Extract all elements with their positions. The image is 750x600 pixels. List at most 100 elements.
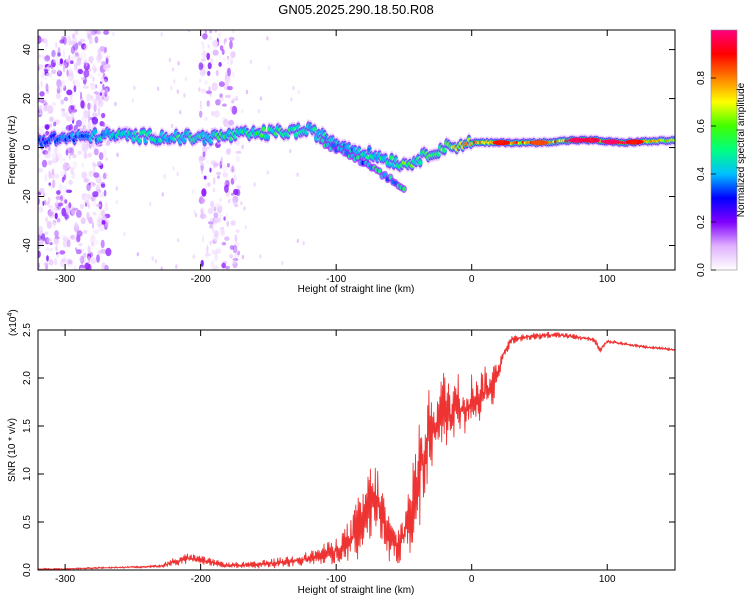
x-tick-label: 100 (599, 574, 616, 585)
noise-blob (86, 211, 90, 221)
ridge-peak (602, 139, 621, 145)
noise-blob (104, 219, 110, 227)
noise-blob (53, 147, 58, 155)
noise-blob (87, 102, 91, 111)
noise-blob (48, 182, 51, 186)
noise-blob (97, 73, 101, 77)
noise-blob (48, 150, 51, 159)
noise-blob (266, 170, 269, 175)
noise-blob (215, 69, 219, 77)
noise-blob (199, 156, 206, 161)
noise-blob (177, 61, 180, 66)
noise-blob (72, 160, 78, 170)
noise-blob (80, 100, 85, 109)
noise-blob (224, 37, 227, 43)
noise-blob (210, 57, 214, 64)
noise-blob (200, 58, 206, 62)
noise-blob (88, 170, 93, 178)
y-tick-label: 20 (22, 93, 33, 105)
noise-blob (56, 153, 62, 159)
ridge-cell (137, 138, 142, 143)
noise-blob (215, 248, 222, 255)
noise-blob (207, 62, 212, 70)
noise-blob (47, 197, 51, 205)
snr-x-ticks: -300 -200 -100 0 100 (55, 330, 616, 585)
noise-blob (228, 119, 235, 126)
spectrogram-marks (38, 30, 675, 270)
ridge-peak (530, 140, 549, 146)
noise-blob (224, 94, 231, 99)
noise-blob (213, 230, 219, 238)
noise-blob (72, 154, 77, 159)
noise-blob (66, 89, 73, 96)
noise-blob (229, 254, 233, 259)
noise-blob (68, 69, 74, 77)
noise-blob (232, 200, 238, 205)
noise-blob (38, 250, 41, 258)
noise-blob (234, 234, 238, 242)
noise-blob (179, 110, 182, 115)
noise-blob (213, 110, 220, 118)
colorbar-tick-label: 0.8 (696, 71, 707, 85)
noise-blob (101, 112, 106, 119)
noise-blob (61, 207, 66, 217)
noise-blob (61, 79, 66, 85)
noise-blob (99, 92, 103, 96)
noise-blob (201, 235, 205, 243)
noise-blob (199, 196, 204, 204)
noise-blob (54, 173, 60, 179)
snr-frame (37, 329, 676, 571)
noise-blob (90, 82, 96, 91)
noise-blob (84, 262, 91, 270)
noise-blob (188, 30, 191, 33)
noise-blob (83, 61, 86, 68)
colorbar-tick-label: 0.0 (696, 263, 707, 277)
noise-blob (96, 216, 102, 225)
noise-blob (244, 224, 247, 230)
noise-blob (267, 65, 271, 71)
noise-blob (57, 47, 61, 56)
branch-cell (356, 155, 360, 160)
noise-blob (79, 38, 86, 43)
noise-blob (74, 30, 79, 36)
noise-blob (90, 180, 93, 189)
noise-blob (39, 239, 44, 246)
noise-blob (103, 79, 107, 83)
noise-blob (101, 265, 106, 270)
noise-blob (102, 83, 105, 91)
noise-blob (72, 36, 77, 44)
noise-blob (215, 99, 221, 106)
noise-blob (38, 35, 42, 44)
noise-blob (90, 234, 96, 244)
ridge-peak (568, 137, 587, 143)
noise-blob (103, 189, 107, 197)
noise-blob (199, 78, 202, 84)
y-tick-label: 1.5 (22, 419, 33, 433)
noise-blob (133, 85, 136, 91)
noise-blob (80, 76, 86, 81)
noise-blob (61, 258, 67, 263)
noise-blob (38, 206, 44, 213)
noise-blob (231, 192, 234, 196)
noise-blob (38, 225, 44, 235)
noise-blob (60, 86, 62, 93)
noise-blob (68, 117, 72, 121)
ridge-cell (672, 138, 675, 142)
noise-blob (91, 196, 95, 202)
noise-blob (231, 105, 238, 115)
noise-blob (45, 216, 48, 223)
spectrogram-y-ticks: -40 -20 0 20 40 (22, 44, 675, 253)
noise-blob (253, 182, 256, 187)
colorbar-tick-label: 0.4 (696, 167, 707, 181)
noise-blob (163, 174, 166, 179)
colorbar-tick-label: 0.6 (696, 119, 707, 133)
noise-blob (74, 247, 78, 252)
noise-blob (75, 249, 82, 255)
noise-blob (79, 267, 86, 270)
noise-blob (100, 239, 105, 249)
noise-blob (218, 81, 225, 87)
noise-blob (221, 262, 226, 269)
noise-blob (222, 172, 229, 178)
noise-blob (99, 45, 105, 52)
noise-blob (219, 227, 223, 231)
